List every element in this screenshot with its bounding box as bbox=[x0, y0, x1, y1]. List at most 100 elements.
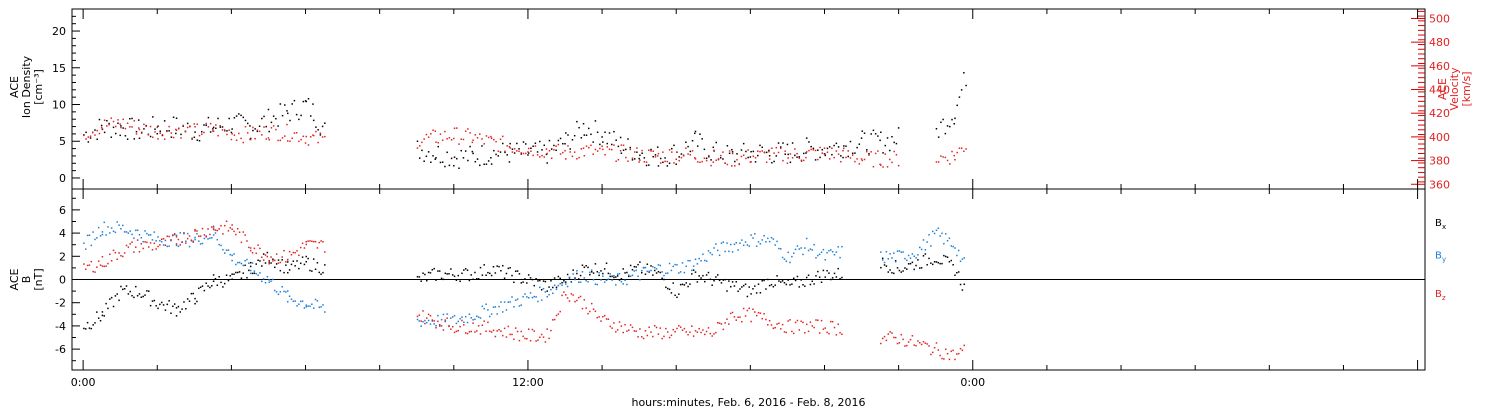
data-point bbox=[222, 248, 224, 251]
data-point bbox=[842, 149, 844, 152]
data-point bbox=[441, 139, 444, 141]
data-point bbox=[833, 144, 835, 147]
data-point bbox=[238, 113, 240, 115]
data-point bbox=[464, 315, 467, 318]
data-point bbox=[129, 126, 131, 128]
data-point bbox=[674, 263, 676, 266]
data-point bbox=[805, 137, 808, 139]
data-point bbox=[931, 351, 934, 354]
data-point bbox=[301, 242, 304, 245]
data-point bbox=[946, 239, 949, 242]
data-point bbox=[196, 233, 198, 235]
data-point bbox=[136, 239, 139, 241]
data-point bbox=[422, 272, 424, 274]
data-point bbox=[713, 333, 715, 335]
data-point bbox=[668, 162, 671, 164]
data-point bbox=[513, 152, 516, 154]
data-point bbox=[673, 144, 675, 147]
data-point bbox=[954, 158, 956, 161]
data-point bbox=[100, 124, 103, 127]
data-point bbox=[691, 150, 694, 152]
data-point bbox=[286, 112, 289, 115]
data-point bbox=[959, 283, 962, 286]
data-point bbox=[288, 250, 291, 253]
data-point bbox=[309, 136, 312, 138]
data-point bbox=[874, 152, 877, 155]
data-point bbox=[295, 132, 298, 134]
data-point bbox=[228, 129, 230, 131]
data-point bbox=[919, 342, 921, 344]
data-point bbox=[164, 239, 167, 242]
data-point bbox=[648, 149, 650, 152]
data-point bbox=[645, 164, 648, 167]
data-point bbox=[292, 260, 295, 262]
data-point bbox=[810, 145, 812, 148]
data-point bbox=[563, 291, 565, 293]
data-point bbox=[607, 272, 610, 275]
data-point bbox=[763, 279, 765, 282]
data-point bbox=[108, 123, 110, 126]
data-point bbox=[146, 241, 148, 244]
data-point bbox=[249, 137, 252, 140]
data-point bbox=[749, 156, 752, 158]
data-point bbox=[476, 315, 478, 318]
data-point bbox=[506, 145, 508, 147]
data-point bbox=[734, 160, 736, 163]
data-point bbox=[233, 117, 236, 119]
data-point bbox=[101, 255, 104, 258]
legend-label: B bbox=[1435, 251, 1442, 262]
data-point bbox=[650, 331, 652, 333]
data-point bbox=[911, 253, 914, 255]
data-point bbox=[429, 272, 432, 274]
data-point bbox=[108, 122, 110, 125]
data-point bbox=[275, 263, 278, 265]
data-point bbox=[724, 162, 726, 164]
data-point bbox=[944, 156, 947, 159]
data-point bbox=[175, 129, 178, 132]
data-point bbox=[740, 149, 743, 151]
data-point bbox=[771, 147, 773, 150]
data-point bbox=[830, 278, 832, 281]
data-point bbox=[641, 269, 643, 272]
data-point bbox=[427, 271, 430, 274]
data-point bbox=[778, 247, 780, 250]
data-point bbox=[900, 333, 902, 336]
data-point bbox=[261, 256, 263, 259]
data-point bbox=[531, 278, 534, 281]
data-point bbox=[439, 133, 442, 135]
data-point bbox=[160, 301, 163, 304]
data-point bbox=[324, 122, 326, 124]
data-point bbox=[755, 292, 758, 294]
data-point bbox=[815, 275, 817, 277]
data-point bbox=[119, 123, 121, 125]
data-point bbox=[704, 280, 706, 283]
data-point bbox=[214, 229, 217, 231]
data-point bbox=[755, 245, 758, 247]
data-point bbox=[133, 237, 135, 239]
data-point bbox=[448, 273, 450, 275]
data-point bbox=[824, 154, 826, 157]
data-point bbox=[824, 259, 826, 261]
data-point bbox=[155, 305, 157, 307]
data-point bbox=[275, 253, 278, 255]
data-point bbox=[106, 119, 108, 122]
data-point bbox=[305, 135, 308, 138]
data-point bbox=[511, 274, 513, 277]
data-point bbox=[617, 145, 620, 148]
data-point bbox=[731, 165, 733, 167]
data-point bbox=[542, 280, 545, 282]
data-point bbox=[896, 342, 899, 345]
data-point bbox=[455, 279, 458, 281]
data-point bbox=[418, 314, 421, 316]
data-point bbox=[298, 303, 300, 305]
data-point bbox=[811, 249, 814, 251]
data-point bbox=[468, 279, 471, 282]
data-point bbox=[495, 140, 497, 143]
data-point bbox=[124, 127, 127, 130]
data-point bbox=[620, 152, 623, 154]
data-point bbox=[457, 320, 460, 323]
data-point bbox=[546, 152, 548, 155]
data-point bbox=[201, 242, 204, 245]
data-point bbox=[602, 272, 604, 275]
data-point bbox=[194, 297, 196, 300]
